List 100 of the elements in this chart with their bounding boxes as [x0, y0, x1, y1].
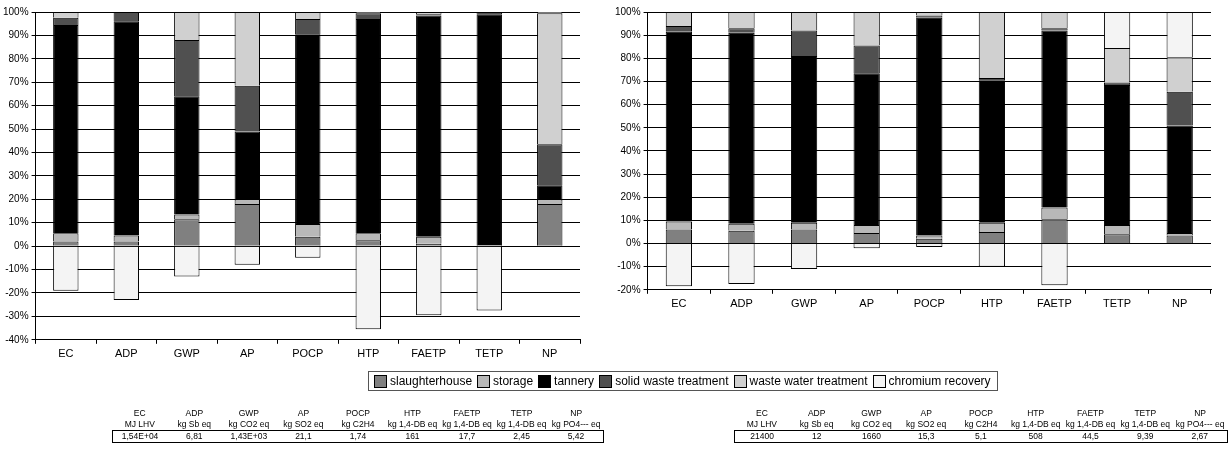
- x-tick-label: GWP: [173, 347, 200, 360]
- y-tick-label: -40%: [5, 333, 29, 345]
- x-tick-label: AP: [859, 297, 875, 310]
- y-tick-label: 30%: [620, 167, 641, 179]
- text: kg 1,4-DB eq: [1119, 419, 1172, 431]
- text: kg 1,4-DB eq: [495, 419, 548, 431]
- y-tick-label: 100%: [615, 5, 641, 17]
- text: kg C2H4: [340, 419, 376, 431]
- text: 5,42: [548, 430, 604, 443]
- x-tick-label: HTP: [980, 297, 1003, 310]
- category-label: AP: [920, 408, 932, 418]
- y-tick-label: 100%: [3, 5, 29, 17]
- text: 9,39: [1117, 430, 1173, 443]
- text: 161: [385, 430, 440, 443]
- y-tick-label: 60%: [620, 98, 641, 110]
- legend-label: storage: [492, 374, 534, 388]
- text: kg 1,4-DB eq: [1064, 419, 1117, 431]
- y-tick-label: 30%: [8, 169, 29, 181]
- text: 21400: [734, 430, 790, 443]
- text: kg 1,4-DB eq: [1009, 419, 1062, 431]
- x-tick-label: TETP: [475, 347, 504, 360]
- y-tick-label: 20%: [8, 193, 29, 205]
- y-tick-label: 90%: [620, 28, 641, 40]
- category-label: HTP: [1027, 408, 1045, 418]
- category-label: NP: [570, 408, 583, 418]
- x-tick-label: EC: [671, 297, 687, 310]
- text: 17,7: [439, 430, 495, 443]
- text: 508: [1008, 430, 1064, 443]
- category-label: GWP: [861, 408, 882, 418]
- y-tick-label: -30%: [5, 310, 29, 322]
- y-tick-label: -20%: [5, 286, 29, 298]
- category-label: HTP: [404, 408, 421, 418]
- y-tick-label: -10%: [5, 263, 29, 275]
- legend-label: chromium recovery: [887, 374, 991, 388]
- legend-label: slaughterhouse: [389, 374, 473, 388]
- category-label: EC: [133, 408, 146, 418]
- y-tick-label: 80%: [620, 52, 641, 64]
- y-tick-label: -10%: [617, 260, 641, 272]
- y-tick-label: 70%: [8, 75, 29, 87]
- category-label: ADP: [185, 408, 204, 418]
- y-tick-label: 0%: [626, 237, 641, 249]
- text: 2,67: [1172, 430, 1228, 443]
- legend-label: waste water treatment: [748, 374, 868, 388]
- text: kg 1,4-DB eq: [386, 419, 439, 431]
- y-tick-label: 60%: [8, 99, 29, 111]
- text: kg Sb eq: [798, 419, 835, 431]
- category-label: TETP: [510, 408, 533, 418]
- y-tick-label: 20%: [620, 190, 641, 202]
- text: kg 1,4-DB eq: [441, 419, 493, 431]
- legend-label: tannery: [553, 374, 595, 388]
- text: kg Sb eq: [176, 419, 213, 431]
- text: kg PO4--- eq: [550, 419, 602, 431]
- x-tick-label: FAETP: [411, 347, 447, 360]
- category-label: ADP: [807, 408, 826, 418]
- text: kg SO2 eq: [905, 419, 948, 431]
- text: 12: [789, 430, 845, 443]
- y-tick-label: 50%: [8, 122, 29, 134]
- category-label: POCP: [968, 408, 993, 418]
- text: 21,1: [276, 430, 331, 443]
- text: kg CO2 eq: [227, 419, 271, 431]
- x-tick-label: NP: [542, 347, 558, 360]
- category-label: FAETP: [1077, 408, 1104, 418]
- x-tick-label: HTP: [357, 347, 380, 360]
- x-tick-label: AP: [239, 347, 255, 360]
- x-tick-label: FAETP: [1037, 297, 1072, 310]
- y-tick-label: 70%: [620, 75, 641, 87]
- x-tick-label: POCP: [292, 347, 324, 360]
- x-tick-label: GWP: [790, 297, 818, 310]
- y-tick-label: 0%: [14, 239, 29, 251]
- text: 1660: [844, 430, 899, 443]
- text: 2,45: [494, 430, 549, 443]
- y-tick-label: 10%: [8, 216, 29, 228]
- y-tick-label: 90%: [8, 29, 29, 41]
- category-label: FAETP: [453, 408, 481, 418]
- y-tick-label: 40%: [8, 146, 29, 158]
- text: MJ LHV: [745, 419, 778, 431]
- y-tick-label: 50%: [620, 121, 641, 133]
- text: 44,5: [1063, 430, 1118, 443]
- x-tick-label: EC: [58, 347, 74, 360]
- x-tick-label: TETP: [1103, 297, 1132, 310]
- text: 1,74: [330, 430, 386, 443]
- text: kg PO4--- eq: [1174, 419, 1226, 431]
- text: kg CO2 eq: [850, 419, 893, 431]
- text: kg SO2 eq: [282, 419, 325, 431]
- text: 5,1: [953, 430, 1009, 443]
- legend-label: solid waste treatment: [614, 374, 729, 388]
- category-label: NP: [1194, 408, 1206, 418]
- y-tick-label: -20%: [617, 283, 641, 295]
- y-tick-label: 80%: [8, 52, 29, 64]
- text: 6,81: [167, 430, 222, 443]
- x-tick-label: POCP: [913, 297, 945, 310]
- y-tick-label: 10%: [620, 214, 641, 226]
- text: 15,3: [898, 430, 954, 443]
- text: MJ LHV: [123, 419, 156, 431]
- x-tick-label: ADP: [730, 297, 753, 310]
- y-tick-label: 40%: [620, 144, 641, 156]
- category-label: EC: [755, 408, 768, 418]
- x-tick-label: ADP: [115, 347, 138, 360]
- x-tick-label: NP: [1172, 297, 1188, 310]
- text: kg C2H4: [963, 419, 999, 431]
